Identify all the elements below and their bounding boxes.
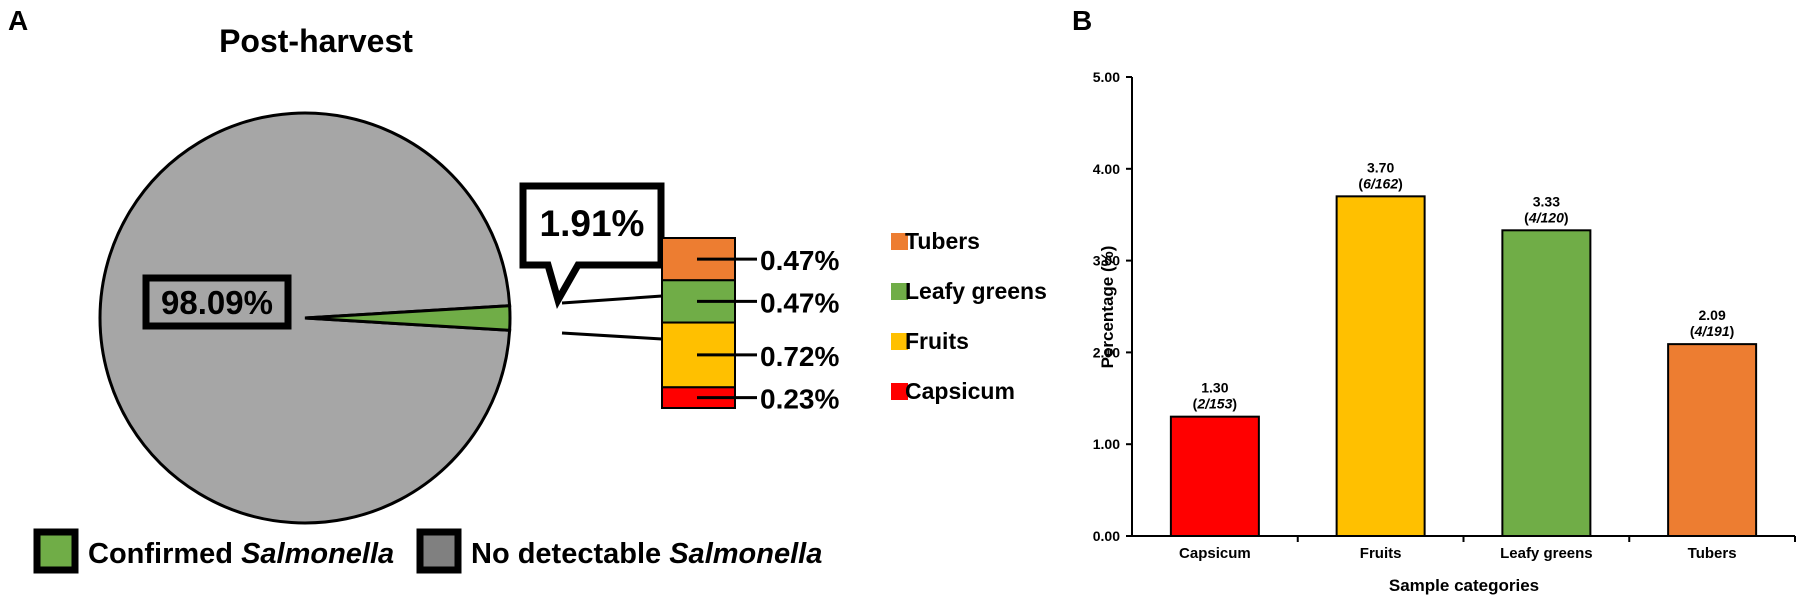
no-detect-legend-label: No detectable Salmonella xyxy=(471,538,822,570)
tubers-legend-label: Tubers xyxy=(905,228,980,254)
panel-b: B 0.00 1.00 2.00 3.00 4.00 5.00 1.30(2/153) Cap… xyxy=(1072,5,1796,595)
bar-value-label: 2.09 xyxy=(1699,307,1726,323)
confirmed-legend-label: Confirmed Salmonella xyxy=(88,538,394,570)
y-tick-label: 1.00 xyxy=(1093,436,1120,452)
fruits-legend-swatch xyxy=(891,333,908,350)
pie-chart xyxy=(98,111,512,525)
leafy-greens-legend-label: Leafy greens xyxy=(905,278,1047,304)
confirmed-legend-italic: Salmonella xyxy=(241,538,394,570)
bar-fruits xyxy=(1335,195,1426,537)
bar-value-label: 3.70 xyxy=(1367,159,1394,175)
pie-title: Post-harvest xyxy=(219,23,413,59)
x-tick-label: Capsicum xyxy=(1179,545,1251,562)
bar-value-label: 1.30 xyxy=(1201,380,1228,396)
confirmed-legend-prefix: Confirmed xyxy=(88,538,241,570)
breakdown-legend-item: Fruits xyxy=(891,328,969,354)
y-tick-label: 4.00 xyxy=(1093,161,1120,177)
fruits-legend-label: Fruits xyxy=(905,328,969,354)
y-tick-label: 5.00 xyxy=(1093,69,1120,85)
capsicum-legend-label: Capsicum xyxy=(905,378,1015,404)
breakdown-percent-label: 0.23% xyxy=(760,384,839,415)
bar-count-label: (6/162) xyxy=(1358,175,1402,191)
confirmed-callout-bubble xyxy=(519,182,665,309)
confirmed-callout: 1.91% xyxy=(519,182,665,309)
tubers-legend-swatch xyxy=(891,233,908,250)
capsicum-legend-swatch xyxy=(891,383,908,400)
breakdown-legend-item: Leafy greens xyxy=(891,278,1047,304)
panel-a: A Post-harvest 98.09% 1.91% 0.47%0.47%0.… xyxy=(8,5,1047,574)
breakdown-percent-label: 0.47% xyxy=(760,287,839,318)
breakdown-stack: 0.47% 0.47% 0.72% 0.23% xyxy=(661,237,839,415)
y-tick-label: 0.00 xyxy=(1093,528,1120,544)
no-detect-legend-italic: Salmonella xyxy=(669,538,822,570)
x-tick-label: Fruits xyxy=(1360,545,1402,562)
no-detect-callout-box xyxy=(142,274,292,330)
breakdown-legend-item: Capsicum xyxy=(891,378,1015,404)
no-detect-legend-prefix: No detectable xyxy=(471,538,669,570)
bar-count-label: (4/191) xyxy=(1690,323,1734,339)
no-detect-callout: 98.09% xyxy=(142,274,292,330)
pie-legend: Confirmed Salmonella No detectable Salmo… xyxy=(33,528,822,574)
bar-tubers xyxy=(1667,343,1758,537)
confirmed-percent-label: 1.91% xyxy=(540,203,645,244)
bar-value-label: 3.33 xyxy=(1533,193,1560,209)
panel-b-letter: B xyxy=(1072,5,1092,36)
breakdown-percent-label: 0.47% xyxy=(760,245,839,276)
bar-count-label: (4/120) xyxy=(1524,209,1568,225)
leafy-greens-legend-swatch xyxy=(891,283,908,300)
no-detect-legend-swatch xyxy=(416,528,462,574)
zoom-line-top xyxy=(561,294,663,305)
no-detect-percent-label: 98.09% xyxy=(161,284,273,321)
pie-slice-no-detect xyxy=(98,111,512,525)
y-tick-label: 2.00 xyxy=(1093,344,1120,360)
x-tick-label: Leafy greens xyxy=(1500,545,1593,562)
bar-chart: 0.00 1.00 2.00 3.00 4.00 5.00 1.30(2/153) Capsi… xyxy=(1093,69,1796,562)
bar-capsicum xyxy=(1169,415,1260,537)
bar-leafy-greens xyxy=(1501,229,1592,537)
x-axis-title: Sample categories xyxy=(1389,576,1539,595)
y-tick-label: 3.00 xyxy=(1093,253,1120,269)
x-tick-label: Tubers xyxy=(1688,545,1737,562)
breakdown-legend-item: Tubers xyxy=(891,228,980,254)
pie-slice-confirmed xyxy=(304,304,512,332)
confirmed-legend-swatch xyxy=(33,528,79,574)
y-axis-title: Percentage (%) xyxy=(1098,246,1117,369)
zoom-line-bottom xyxy=(561,331,663,341)
bar-count-label: (2/153) xyxy=(1193,396,1237,412)
panel-a-letter: A xyxy=(8,5,28,36)
breakdown-legend: Tubers Leafy greens Fruits Capsicum xyxy=(891,228,1047,404)
breakdown-percent-label: 0.72% xyxy=(760,341,839,372)
